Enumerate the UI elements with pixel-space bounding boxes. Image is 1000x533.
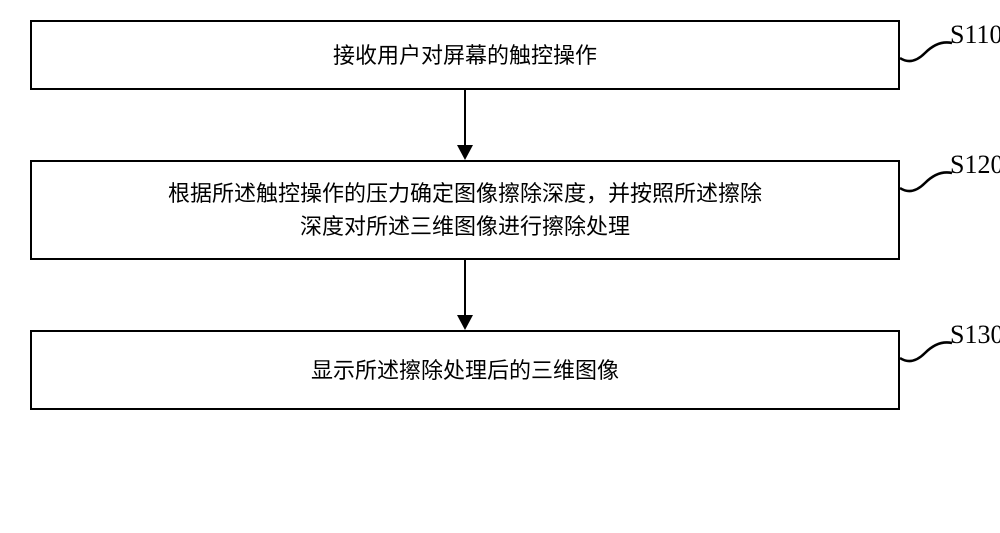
step-box-s130: 显示所述擦除处理后的三维图像	[30, 330, 900, 410]
step-label-s110: S110	[950, 20, 1000, 50]
flowchart-container: 接收用户对屏幕的触控操作 根据所述触控操作的压力确定图像擦除深度，并按照所述擦除…	[30, 20, 970, 410]
step-label-s130: S130	[950, 320, 1000, 350]
arrow-1	[30, 90, 900, 160]
step-box-s120: 根据所述触控操作的压力确定图像擦除深度，并按照所述擦除 深度对所述三维图像进行擦…	[30, 160, 900, 260]
wavy-connector-icon	[900, 38, 955, 68]
wavy-connector-icon	[900, 338, 955, 368]
step-box-s110: 接收用户对屏幕的触控操作	[30, 20, 900, 90]
step-text-line1: 根据所述触控操作的压力确定图像擦除深度，并按照所述擦除	[168, 177, 762, 210]
wavy-connector-icon	[900, 168, 955, 198]
arrow-down-icon	[455, 90, 475, 160]
step-label-s120: S120	[950, 150, 1000, 180]
step-text-line2: 深度对所述三维图像进行擦除处理	[300, 210, 630, 243]
step-text: 显示所述擦除处理后的三维图像	[311, 354, 619, 387]
arrow-2	[30, 260, 900, 330]
step-text: 接收用户对屏幕的触控操作	[333, 39, 597, 72]
arrow-down-icon	[455, 260, 475, 330]
